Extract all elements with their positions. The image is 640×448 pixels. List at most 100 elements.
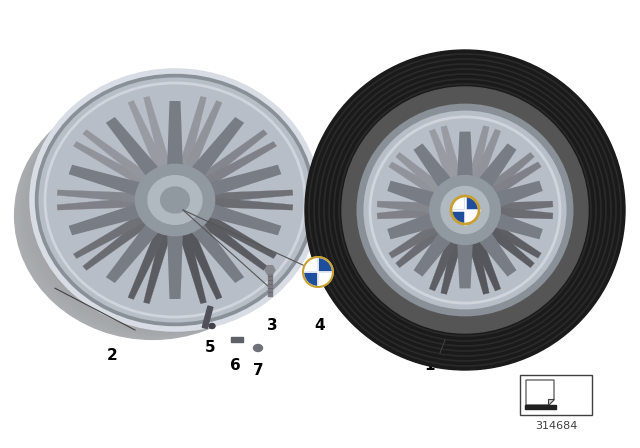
Ellipse shape xyxy=(441,186,489,233)
Bar xyxy=(525,405,556,409)
Polygon shape xyxy=(57,197,148,210)
Polygon shape xyxy=(195,142,276,191)
Polygon shape xyxy=(465,232,489,294)
Polygon shape xyxy=(457,132,473,182)
Polygon shape xyxy=(548,399,554,405)
Ellipse shape xyxy=(148,176,202,224)
Bar xyxy=(231,337,243,342)
Ellipse shape xyxy=(18,89,294,337)
Polygon shape xyxy=(388,162,447,202)
Bar xyxy=(520,375,592,415)
Ellipse shape xyxy=(28,82,303,331)
Wedge shape xyxy=(305,272,318,285)
Text: 6: 6 xyxy=(230,358,241,373)
Ellipse shape xyxy=(209,323,215,328)
Ellipse shape xyxy=(452,198,478,223)
Polygon shape xyxy=(377,206,442,219)
Ellipse shape xyxy=(342,87,588,333)
Polygon shape xyxy=(74,142,155,191)
Polygon shape xyxy=(480,221,534,268)
Polygon shape xyxy=(476,228,516,276)
Polygon shape xyxy=(180,100,222,179)
Polygon shape xyxy=(204,165,282,198)
Polygon shape xyxy=(176,96,207,177)
Polygon shape xyxy=(441,232,465,294)
Text: 4: 4 xyxy=(315,318,325,333)
Ellipse shape xyxy=(305,50,625,370)
Polygon shape xyxy=(469,129,500,190)
Polygon shape xyxy=(195,209,276,258)
Polygon shape xyxy=(396,152,450,199)
Ellipse shape xyxy=(161,187,189,213)
Polygon shape xyxy=(387,211,440,239)
Ellipse shape xyxy=(35,77,312,325)
Polygon shape xyxy=(480,152,534,199)
Text: 1: 1 xyxy=(425,358,435,373)
Polygon shape xyxy=(483,162,541,202)
Text: 7: 7 xyxy=(253,363,263,378)
Polygon shape xyxy=(526,380,554,405)
Polygon shape xyxy=(387,181,440,209)
Polygon shape xyxy=(490,181,543,209)
Circle shape xyxy=(451,196,479,224)
Ellipse shape xyxy=(32,79,308,327)
Polygon shape xyxy=(429,129,461,190)
Text: 2: 2 xyxy=(107,348,117,363)
Polygon shape xyxy=(83,212,158,270)
Polygon shape xyxy=(128,100,170,179)
Ellipse shape xyxy=(26,84,302,332)
Bar xyxy=(202,306,213,328)
Wedge shape xyxy=(452,210,465,222)
Polygon shape xyxy=(429,230,461,291)
Ellipse shape xyxy=(31,80,307,328)
Polygon shape xyxy=(465,125,489,189)
Polygon shape xyxy=(202,190,293,203)
Polygon shape xyxy=(202,197,293,210)
Ellipse shape xyxy=(29,82,305,329)
Ellipse shape xyxy=(24,85,300,333)
Polygon shape xyxy=(143,222,174,304)
Text: 314684: 314684 xyxy=(535,421,577,431)
Polygon shape xyxy=(106,220,163,283)
Ellipse shape xyxy=(15,91,291,340)
Polygon shape xyxy=(68,202,147,235)
Polygon shape xyxy=(483,218,541,258)
Ellipse shape xyxy=(35,74,315,326)
Polygon shape xyxy=(204,202,282,235)
Polygon shape xyxy=(83,129,158,188)
Ellipse shape xyxy=(22,86,299,334)
Text: 3: 3 xyxy=(267,318,277,333)
Ellipse shape xyxy=(253,345,262,352)
Polygon shape xyxy=(180,221,222,299)
Polygon shape xyxy=(469,230,500,291)
Polygon shape xyxy=(490,211,543,239)
Polygon shape xyxy=(74,209,155,258)
Polygon shape xyxy=(192,212,268,270)
Polygon shape xyxy=(192,129,268,188)
Polygon shape xyxy=(476,143,516,192)
Ellipse shape xyxy=(19,88,296,336)
Polygon shape xyxy=(441,125,465,189)
Ellipse shape xyxy=(16,90,292,338)
Polygon shape xyxy=(413,228,454,276)
Polygon shape xyxy=(128,221,170,299)
Polygon shape xyxy=(488,201,553,214)
Polygon shape xyxy=(106,117,163,181)
Polygon shape xyxy=(143,96,174,177)
Polygon shape xyxy=(176,222,207,304)
Ellipse shape xyxy=(430,176,500,245)
Text: 5: 5 xyxy=(205,340,215,355)
Polygon shape xyxy=(377,201,442,214)
Wedge shape xyxy=(318,259,332,272)
Polygon shape xyxy=(167,101,183,171)
Wedge shape xyxy=(465,198,477,210)
Ellipse shape xyxy=(360,107,570,313)
Polygon shape xyxy=(57,190,148,203)
Circle shape xyxy=(303,257,333,287)
Polygon shape xyxy=(265,266,275,274)
Ellipse shape xyxy=(34,78,310,326)
Polygon shape xyxy=(488,206,553,219)
Polygon shape xyxy=(413,143,454,192)
Polygon shape xyxy=(68,165,147,198)
Ellipse shape xyxy=(136,164,214,236)
